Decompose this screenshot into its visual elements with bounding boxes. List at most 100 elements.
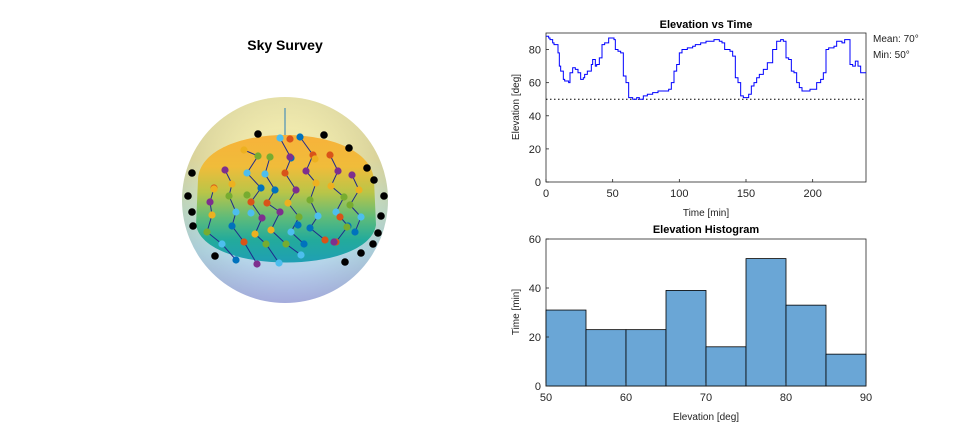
horizon-marker: [345, 144, 353, 152]
horizon-marker: [380, 192, 388, 200]
horizon-marker: [188, 208, 196, 216]
survey-point: [332, 208, 340, 216]
elevation-vs-time-chart: Elevation vs Time 0 50 100 150 200020406080 …: [511, 19, 919, 219]
histogram-bar: [665, 290, 707, 387]
hist-ytick-label: 20: [529, 332, 541, 344]
survey-point: [210, 185, 218, 193]
survey-point: [340, 193, 348, 201]
survey-point: [312, 179, 320, 187]
survey-point: [357, 213, 365, 221]
survey-point: [282, 240, 290, 248]
sky-survey-panel: Sky Survey: [182, 37, 388, 303]
survey-point: [292, 186, 300, 194]
histogram-bar: [825, 353, 867, 387]
survey-point: [243, 191, 251, 199]
histogram-bars: [545, 258, 867, 387]
line-chart-xlabel: Time [min]: [683, 208, 730, 219]
survey-point: [336, 213, 344, 221]
survey-point: [296, 133, 304, 141]
histogram-bar: [785, 304, 827, 387]
survey-point: [267, 226, 275, 234]
line-chart-ylabel: Elevation [deg]: [511, 74, 522, 140]
histogram-bar: [745, 258, 787, 387]
survey-point: [346, 201, 354, 209]
survey-point: [206, 198, 214, 206]
horizon-marker: [377, 212, 385, 220]
survey-point: [281, 169, 289, 177]
survey-point: [232, 208, 240, 216]
survey-point: [240, 146, 248, 154]
survey-point: [351, 228, 359, 236]
survey-point: [343, 223, 351, 231]
hist-xtick-label: 60: [620, 392, 632, 404]
survey-point: [240, 238, 248, 246]
line-ytick-label: 0: [535, 177, 541, 189]
survey-point: [261, 170, 269, 178]
survey-point: [276, 134, 284, 142]
survey-point: [203, 228, 211, 236]
line-ytick-label: 60: [529, 78, 541, 90]
survey-point: [271, 186, 279, 194]
mean-annotation: Mean: 70°: [873, 34, 919, 45]
line-ytick-label: 40: [529, 111, 541, 123]
histogram-ticks: 50 60 70 80 90 0 20 40 60: [529, 234, 872, 404]
line-chart-axes-box: [545, 32, 867, 183]
histogram-title: Elevation Histogram: [653, 224, 760, 236]
min-annotation: Min: 50°: [873, 50, 910, 61]
survey-point: [330, 238, 338, 246]
survey-point: [276, 208, 284, 216]
observed-sky-cap: [196, 135, 376, 263]
survey-point: [228, 222, 236, 230]
survey-point: [257, 184, 265, 192]
horizon-marker: [184, 192, 192, 200]
line-ytick-label: 80: [529, 45, 541, 57]
survey-point: [334, 167, 342, 175]
survey-point: [321, 236, 329, 244]
horizon-marker: [189, 222, 197, 230]
survey-point: [300, 240, 308, 248]
hist-xtick-label: 70: [700, 392, 712, 404]
horizon-marker: [341, 258, 349, 266]
line-xtick-label: 100: [670, 188, 688, 200]
survey-point-group: [184, 130, 388, 268]
survey-point: [232, 256, 240, 264]
hist-ytick-label: 0: [535, 381, 541, 393]
survey-point: [251, 230, 259, 238]
horizon-marker: [320, 131, 328, 139]
horizon-marker: [370, 176, 378, 184]
hist-ytick-label: 60: [529, 234, 541, 246]
survey-point: [218, 240, 226, 248]
elevation-histogram-chart: Elevation Histogram 50 60 70 80 90 0 20 40 60 El…: [511, 224, 872, 423]
survey-point: [287, 228, 295, 236]
line-chart-ticks: 0 50 100 150 200 0 20 40 60 80: [529, 45, 822, 200]
survey-point: [275, 259, 283, 267]
hist-xtick-label: 80: [780, 392, 792, 404]
survey-point: [294, 221, 302, 229]
line-ytick-label: 20: [529, 144, 541, 156]
survey-point: [355, 186, 363, 194]
survey-point: [221, 166, 229, 174]
survey-point: [295, 213, 303, 221]
line-xtick-label: 0: [543, 188, 549, 200]
survey-point: [314, 212, 322, 220]
survey-point: [327, 182, 335, 190]
hist-xtick-label: 90: [860, 392, 872, 404]
survey-point: [284, 199, 292, 207]
survey-point: [306, 196, 314, 204]
survey-point: [326, 151, 334, 159]
horizon-marker: [357, 249, 365, 257]
survey-point: [225, 192, 233, 200]
histogram-bar: [545, 309, 587, 387]
horizon-marker: [363, 164, 371, 172]
line-xtick-label: 150: [737, 188, 755, 200]
survey-point: [263, 199, 271, 207]
histogram-xlabel: Elevation [deg]: [673, 412, 739, 423]
survey-point: [311, 155, 319, 163]
survey-point: [348, 171, 356, 179]
survey-point: [258, 214, 266, 222]
horizon-marker: [369, 240, 377, 248]
horizon-marker: [211, 252, 219, 260]
survey-point: [306, 224, 314, 232]
survey-point: [286, 135, 294, 143]
